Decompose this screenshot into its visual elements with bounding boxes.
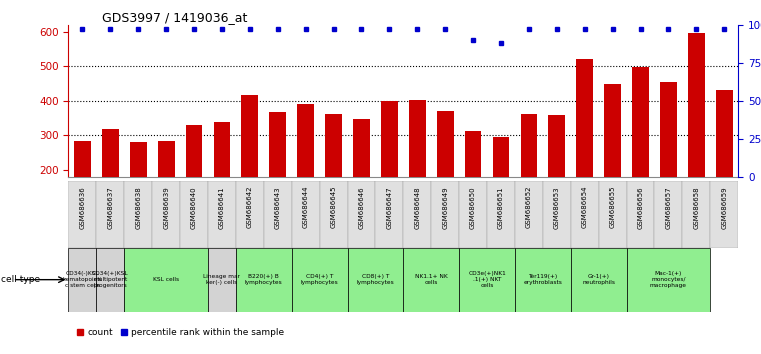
Bar (688, 33, 705, 239)
Text: B220(+) B
lymphocytes: B220(+) B lymphocytes (245, 274, 282, 285)
Text: GSM686647: GSM686647 (387, 186, 393, 229)
Bar (236, 248, 291, 312)
Text: GSM686643: GSM686643 (275, 186, 281, 229)
Bar (264, 181, 291, 248)
Text: Mac-1(+)
monocytes/
macrophage: Mac-1(+) monocytes/ macrophage (650, 272, 687, 288)
Bar (409, 100, 425, 239)
Bar (632, 67, 649, 239)
Bar (660, 81, 677, 239)
Bar (97, 248, 124, 312)
Bar (186, 125, 202, 239)
Text: GSM686654: GSM686654 (581, 186, 587, 228)
Text: GSM686651: GSM686651 (498, 186, 504, 229)
Text: GSM686644: GSM686644 (303, 186, 309, 228)
Bar (521, 114, 537, 239)
Bar (515, 248, 571, 312)
Text: GSM686656: GSM686656 (638, 186, 644, 229)
Bar (576, 59, 593, 239)
Bar (459, 248, 515, 312)
Text: GSM686655: GSM686655 (610, 186, 616, 228)
Bar (152, 181, 180, 248)
Bar (68, 248, 97, 312)
Bar (403, 248, 459, 312)
Bar (403, 181, 431, 248)
Bar (180, 181, 208, 248)
Text: CD8(+) T
lymphocytes: CD8(+) T lymphocytes (357, 274, 394, 285)
Text: GSM686648: GSM686648 (414, 186, 420, 229)
Text: GSM686646: GSM686646 (358, 186, 365, 229)
Text: GSM686652: GSM686652 (526, 186, 532, 228)
Bar (74, 141, 91, 239)
Text: CD34(+)KSL
multipotent
progenitors: CD34(+)KSL multipotent progenitors (92, 272, 129, 288)
Bar (492, 137, 509, 239)
Bar (515, 181, 543, 248)
Text: GSM686650: GSM686650 (470, 186, 476, 229)
Bar (543, 181, 571, 248)
Text: CD34(-)KSL
hematopoieti
c stem cells: CD34(-)KSL hematopoieti c stem cells (63, 272, 102, 288)
Bar (68, 181, 97, 248)
Text: GSM686636: GSM686636 (79, 186, 85, 229)
Bar (291, 181, 320, 248)
Bar (459, 181, 487, 248)
Bar (130, 142, 147, 239)
Text: NK1.1+ NK
cells: NK1.1+ NK cells (415, 274, 447, 285)
Bar (487, 181, 515, 248)
Bar (571, 181, 599, 248)
Bar (124, 248, 208, 312)
Bar (710, 181, 738, 248)
Bar (97, 181, 124, 248)
Bar (716, 90, 733, 239)
Text: GSM686649: GSM686649 (442, 186, 448, 229)
Bar (571, 248, 626, 312)
Bar (208, 248, 236, 312)
Text: Ter119(+)
erythroblasts: Ter119(+) erythroblasts (524, 274, 562, 285)
Bar (375, 181, 403, 248)
Text: GSM686653: GSM686653 (554, 186, 560, 229)
Text: GSM686659: GSM686659 (721, 186, 728, 229)
Bar (214, 122, 231, 239)
Text: GSM686658: GSM686658 (693, 186, 699, 229)
Bar (626, 181, 654, 248)
Bar (353, 119, 370, 239)
Text: GDS3997 / 1419036_at: GDS3997 / 1419036_at (102, 11, 247, 24)
Bar (325, 114, 342, 239)
Text: GSM686640: GSM686640 (191, 186, 197, 229)
Bar (431, 181, 459, 248)
Bar (236, 181, 264, 248)
Bar (158, 141, 174, 239)
Text: GSM686637: GSM686637 (107, 186, 113, 229)
Bar (241, 95, 258, 239)
Bar (348, 181, 375, 248)
Text: CD4(+) T
lymphocytes: CD4(+) T lymphocytes (301, 274, 339, 285)
Text: Gr-1(+)
neutrophils: Gr-1(+) neutrophils (582, 274, 615, 285)
Bar (604, 84, 621, 239)
Bar (348, 248, 403, 312)
Bar (626, 248, 710, 312)
Bar (298, 104, 314, 239)
Bar (269, 112, 286, 239)
Bar (549, 115, 565, 239)
Text: GSM686642: GSM686642 (247, 186, 253, 228)
Text: GSM686641: GSM686641 (219, 186, 225, 229)
Bar (381, 101, 398, 239)
Text: Lineage mar
ker(-) cells: Lineage mar ker(-) cells (203, 274, 240, 285)
Bar (654, 181, 683, 248)
Text: GSM686638: GSM686638 (135, 186, 142, 229)
Text: cell type: cell type (1, 275, 40, 284)
Bar (320, 181, 348, 248)
Bar (102, 129, 119, 239)
Text: KSL cells: KSL cells (153, 277, 179, 282)
Bar (437, 110, 454, 239)
Text: GSM686645: GSM686645 (330, 186, 336, 228)
Text: CD3e(+)NK1
.1(+) NKT
cells: CD3e(+)NK1 .1(+) NKT cells (468, 272, 506, 288)
Bar (599, 181, 626, 248)
Legend: count, percentile rank within the sample: count, percentile rank within the sample (73, 325, 288, 341)
Bar (291, 248, 348, 312)
Bar (683, 181, 710, 248)
Bar (124, 181, 152, 248)
Text: GSM686639: GSM686639 (163, 186, 169, 229)
Bar (208, 181, 236, 248)
Bar (465, 131, 482, 239)
Text: GSM686657: GSM686657 (665, 186, 671, 229)
